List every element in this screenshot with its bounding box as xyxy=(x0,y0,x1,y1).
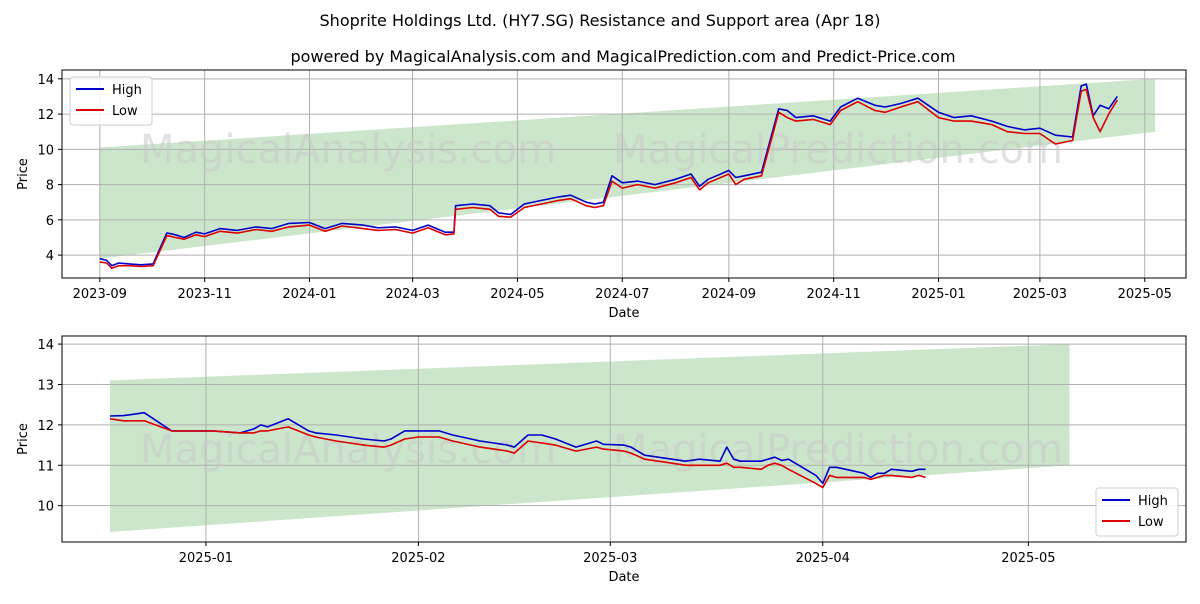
legend-label-high: High xyxy=(112,83,142,98)
y-tick-label: 12 xyxy=(37,419,54,434)
x-axis-label: Date xyxy=(608,570,639,585)
upper-chart-panel: 2023-09 2023-11 2024-01 2024-03 2024-05 2024-… xyxy=(16,69,1187,321)
watermark-text: MagicalPrediction.com xyxy=(613,127,1063,173)
x-tick-label: 2025-03 xyxy=(1013,287,1067,302)
plot-frame xyxy=(61,335,1187,543)
legend-label-high: High xyxy=(1138,494,1168,509)
x-tick-label: 2025-01 xyxy=(911,287,965,302)
x-tick-label: 2025-02 xyxy=(391,551,445,566)
y-tick-label: 10 xyxy=(37,500,54,515)
x-tick-label: 2024-03 xyxy=(385,287,439,302)
x-tick-label: 2023-11 xyxy=(177,287,231,302)
y-tick-label: 6 xyxy=(46,214,54,229)
x-tick-label: 2025-05 xyxy=(1118,287,1172,302)
x-tick-label: 2024-07 xyxy=(595,287,649,302)
legend-label-low: Low xyxy=(1138,515,1164,530)
x-tick-label: 2023-09 xyxy=(73,287,127,302)
y-tick-label: 10 xyxy=(37,143,54,158)
x-tick-label: 2024-05 xyxy=(490,287,544,302)
watermark-text: MagicalPrediction.com xyxy=(613,427,1063,473)
x-tick-label: 2024-09 xyxy=(702,287,756,302)
low-series-line xyxy=(109,418,926,489)
x-tick-label: 2025-01 xyxy=(179,551,233,566)
chart-title: Shoprite Holdings Ltd. (HY7.SG) Resistan… xyxy=(320,11,881,30)
support-resistance-band xyxy=(99,78,1156,259)
y-axis-label: Price xyxy=(16,423,31,455)
x-tick-label: 2025-05 xyxy=(1001,551,1055,566)
lower-chart-panel: 2025-01 2025-02 2025-03 2025-04 2025-05 10 11 1… xyxy=(16,335,1187,585)
plot-frame xyxy=(61,69,1187,279)
x-axis-label: Date xyxy=(608,306,639,321)
x-tick-label: 2024-11 xyxy=(807,287,861,302)
legend-label-low: Low xyxy=(112,104,138,119)
high-series-line xyxy=(99,83,1118,267)
y-axis-label: Price xyxy=(16,158,31,190)
y-tick-label: 11 xyxy=(37,459,54,474)
low-series-line xyxy=(99,88,1118,270)
y-tick-label: 14 xyxy=(37,338,54,353)
support-resistance-band xyxy=(109,344,1070,532)
x-tick-label: 2024-01 xyxy=(282,287,336,302)
watermark-text: MagicalAnalysis.com xyxy=(140,427,556,473)
watermark-text: MagicalAnalysis.com xyxy=(140,127,556,173)
y-tick-label: 14 xyxy=(37,73,54,88)
high-series-line xyxy=(109,411,926,485)
x-tick-label: 2025-03 xyxy=(583,551,637,566)
x-tick-label: 2025-04 xyxy=(796,551,850,566)
chart-subtitle: powered by MagicalAnalysis.com and Magic… xyxy=(290,47,955,66)
y-tick-label: 4 xyxy=(46,249,54,264)
y-tick-label: 8 xyxy=(46,179,54,194)
y-tick-label: 13 xyxy=(37,378,54,393)
y-tick-label: 12 xyxy=(37,108,54,123)
